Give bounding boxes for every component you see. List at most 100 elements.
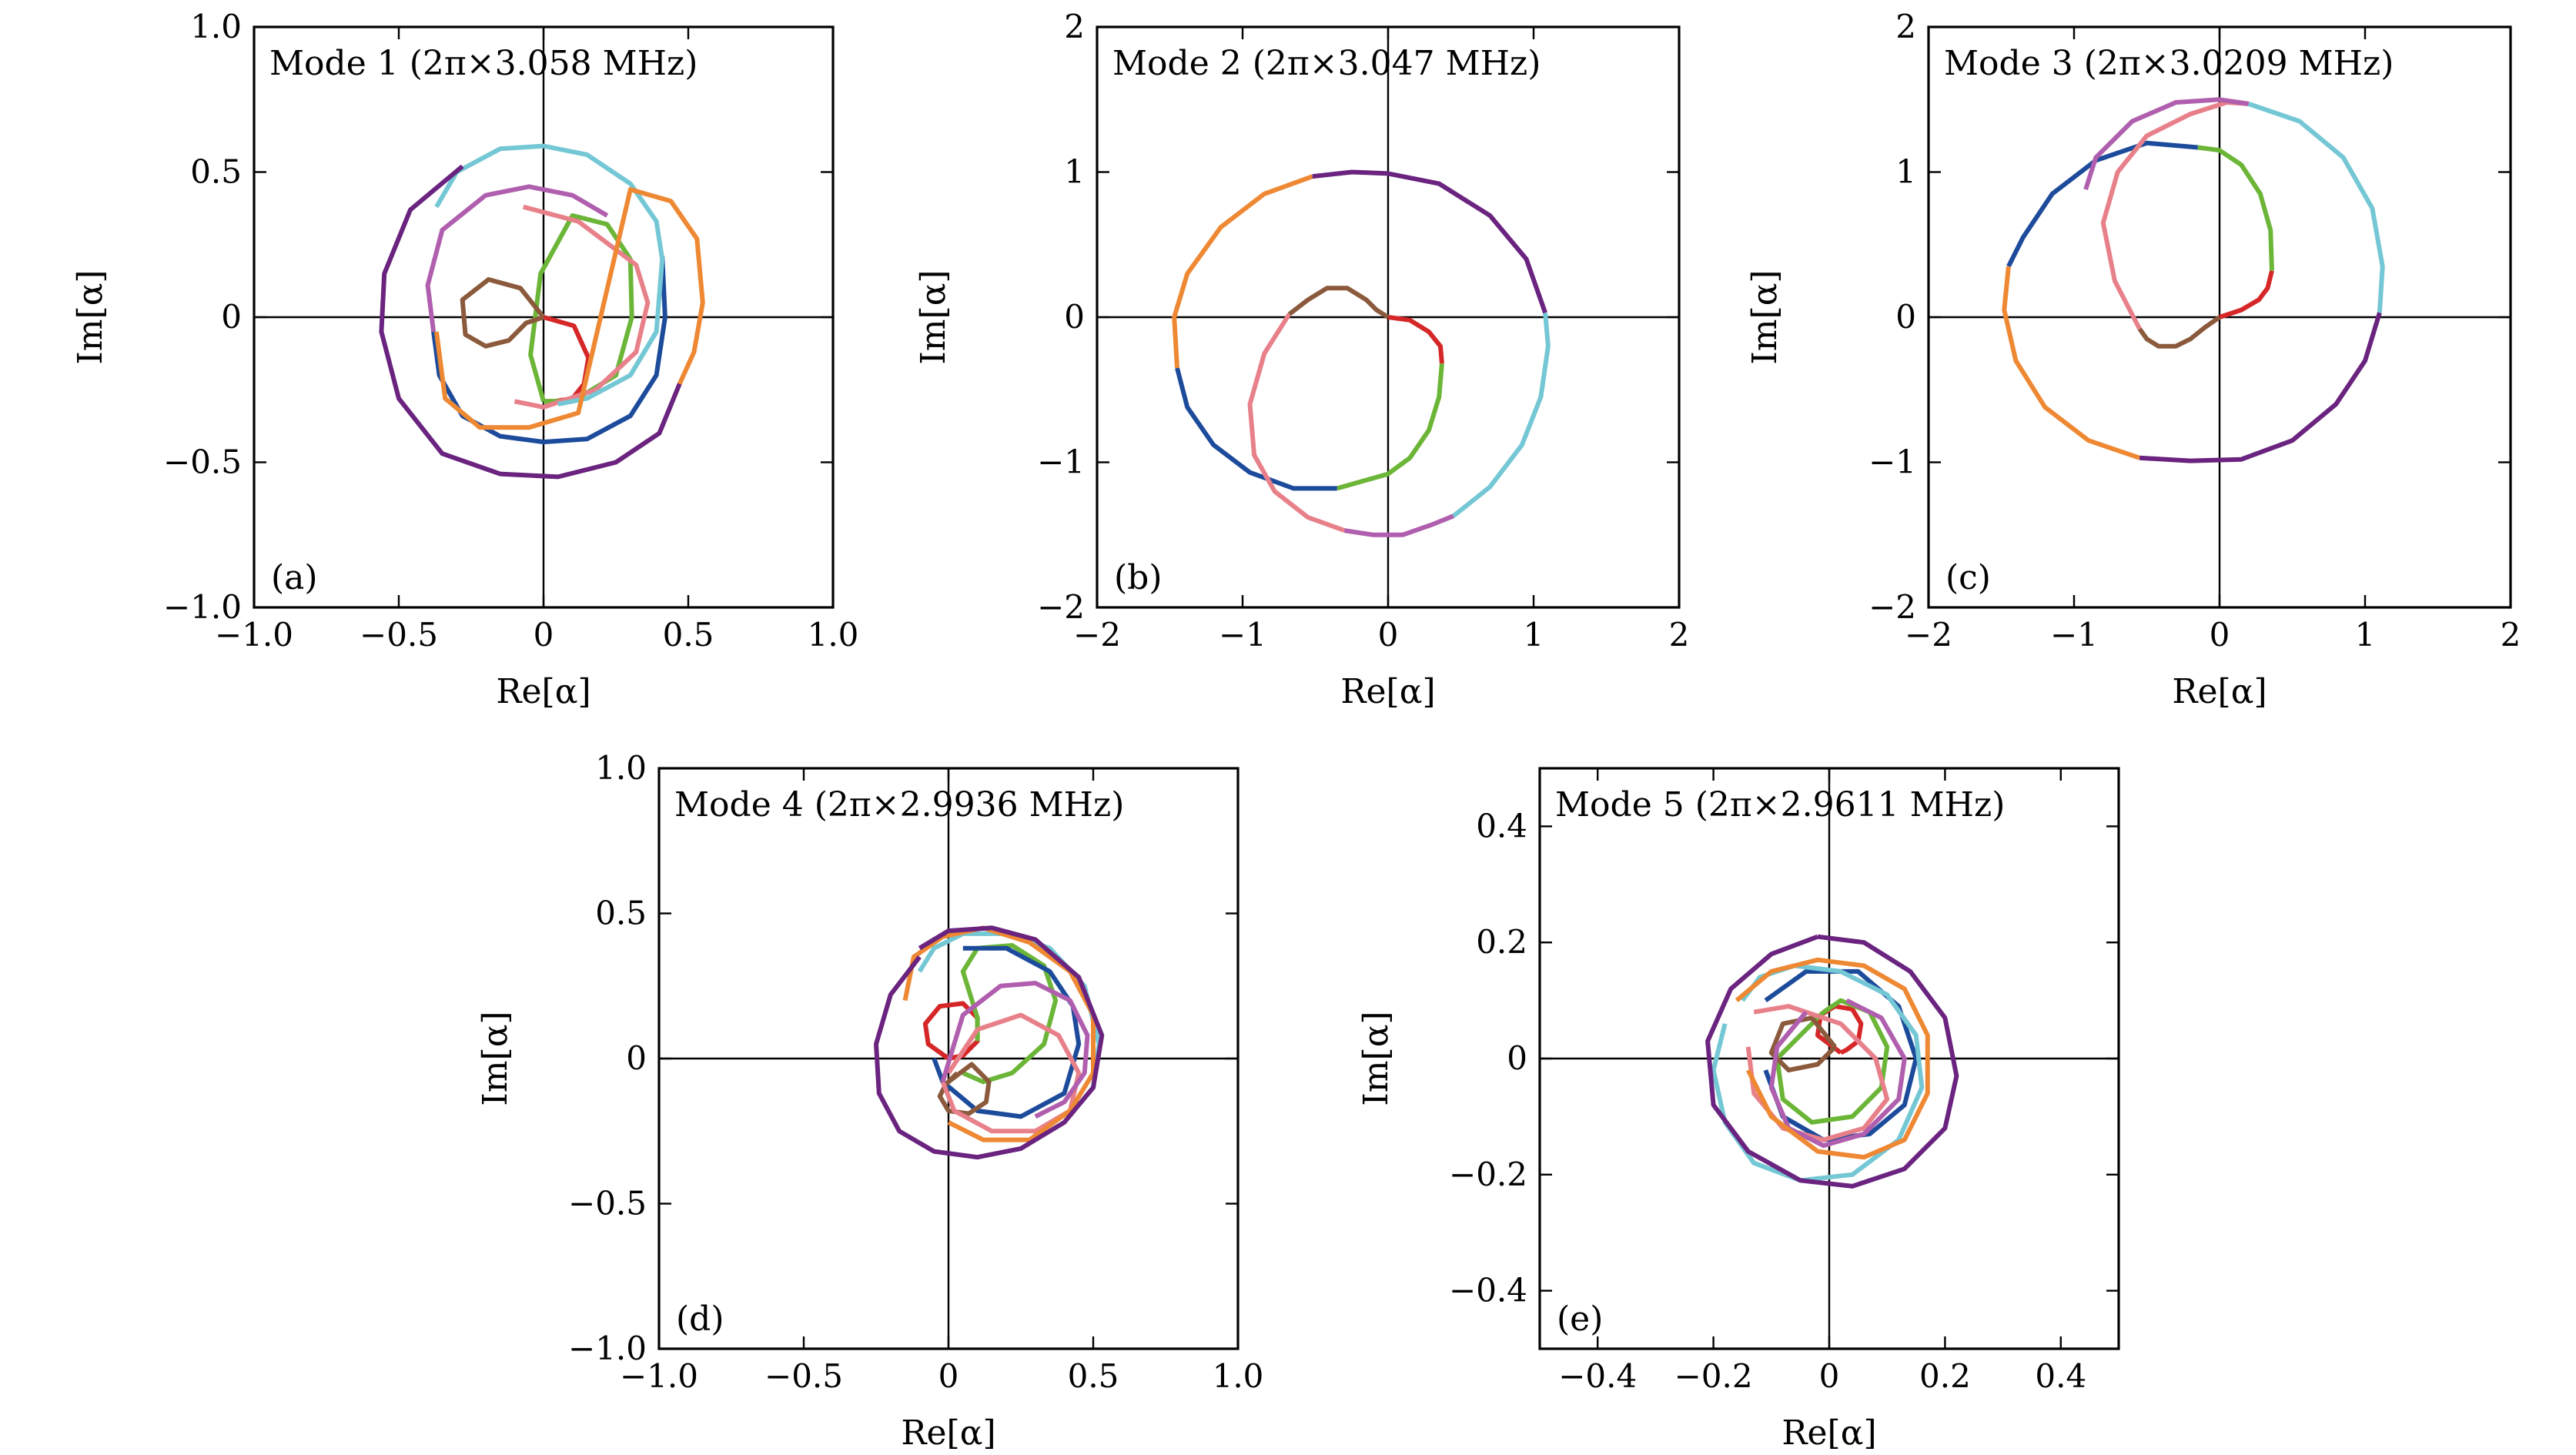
y-tick-label: 0	[1895, 298, 1916, 336]
x-tick-label: 1	[1524, 616, 1544, 654]
y-tick-label: 0.5	[595, 895, 647, 932]
x-tick-label: 1.0	[1213, 1357, 1264, 1395]
trajectory-segment-8	[902, 925, 1096, 1142]
y-tick-label: 0	[1064, 298, 1085, 336]
panel-title: Mode 5 (2π×2.9611 MHz)	[1555, 785, 2005, 824]
panel-title: Mode 2 (2π×3.047 MHz)	[1112, 44, 1541, 83]
trajectory-segment-3	[932, 945, 1082, 1119]
trajectory-segment-6	[940, 981, 1090, 1119]
panel-c: −2 −1 0 1 2 −2 −1 0 1 2 Re[α] Im[α] Mode 3 (2π×3.020…	[1745, 8, 2521, 711]
trajectory-segment-9	[1705, 934, 1959, 1189]
x-axis-label: Re[α]	[2172, 672, 2267, 711]
trajectory-segment-7	[1452, 313, 1551, 518]
trajectory-segment-1	[1387, 315, 1444, 364]
x-axis-label: Re[α]	[496, 672, 590, 711]
y-axis-label: Im[α]	[1745, 269, 1785, 364]
panel-title: Mode 1 (2π×3.058 MHz)	[269, 44, 698, 83]
x-axis-label: Re[α]	[1781, 1413, 1876, 1453]
trajectory-segment-7	[434, 143, 665, 407]
trajectory-segment-4	[2137, 315, 2221, 349]
x-tick-label: 0	[1378, 616, 1399, 654]
panel-e: −0.4 −0.2 0 0.2 0.4 −0.4 −0.2 0 0.2 0.4 Re[α] Im[α]…	[1357, 767, 2120, 1453]
panel-title: Mode 3 (2π×3.0209 MHz)	[1944, 44, 2394, 83]
x-axis-label: Re[α]	[1340, 672, 1435, 711]
y-tick-label: −1.0	[163, 588, 242, 626]
x-tick-label: −0.5	[360, 616, 438, 654]
x-axis-label: Re[α]	[901, 1413, 995, 1453]
trajectory	[874, 925, 1105, 1160]
panel-label: (c)	[1945, 558, 1991, 597]
trajectory	[1172, 169, 1551, 537]
trajectory-segment-2	[2197, 145, 2274, 271]
y-axis-label: Im[α]	[914, 269, 953, 364]
y-tick-label: 2	[1895, 8, 1916, 45]
y-tick-label: 0.5	[190, 153, 242, 191]
y-tick-label: 1	[1064, 153, 1085, 191]
x-tick-label: 0.4	[2035, 1357, 2086, 1395]
x-tick-label: −1	[1219, 616, 1266, 654]
x-tick-label: 2	[2501, 616, 2521, 654]
trajectory-segment-2	[1336, 363, 1444, 491]
x-tick-label: 0.5	[663, 616, 714, 654]
trajectory-segment-3	[431, 256, 667, 445]
trajectory-segment-3	[1763, 968, 1919, 1142]
y-axis-label: Im[α]	[476, 1011, 515, 1105]
x-tick-label: −1.0	[620, 1357, 698, 1395]
trajectory-segment-2	[960, 943, 1059, 1085]
x-tick-label: 0.5	[1068, 1357, 1119, 1395]
y-tick-label: 0	[626, 1039, 647, 1077]
trajectory-segment-6	[425, 184, 609, 333]
x-tick-label: −2	[1073, 616, 1121, 654]
x-tick-label: 0	[2210, 616, 2230, 654]
y-tick-label: 0.2	[1476, 923, 1527, 961]
trajectory-segment-8	[433, 187, 705, 430]
trajectory-segment-9	[2139, 312, 2382, 463]
trajectory-segment-1	[2219, 269, 2274, 319]
y-tick-label: 0	[221, 298, 242, 336]
x-tick-label: −0.5	[764, 1357, 843, 1395]
trajectory-segment-5	[514, 204, 651, 410]
y-tick-label: 0	[1507, 1039, 1527, 1077]
trajectory-segment-5	[2100, 100, 2250, 330]
y-tick-label: −2	[1868, 588, 1916, 626]
panel-d: −1.0 −0.5 0 0.5 1.0 −1.0 −0.5 0 0.5 1.0 Re[α] Im[α]…	[476, 749, 1263, 1453]
trajectory-segment-9	[1312, 169, 1547, 314]
trajectory-segment-3	[2006, 140, 2198, 268]
y-tick-label: −0.5	[568, 1185, 647, 1223]
x-tick-label: −0.2	[1674, 1357, 1753, 1395]
trajectory-segment-8	[1172, 174, 1313, 369]
y-tick-label: −0.4	[1449, 1272, 1527, 1310]
y-axis-label: Im[α]	[71, 269, 110, 364]
panel-label: (a)	[271, 558, 318, 597]
panel-label: (b)	[1114, 558, 1163, 597]
panel-a: −1.0 −0.5 0 0.5 1.0 −1.0 −0.5 0 0.5 1.0 Re[α] Im[α]…	[71, 8, 858, 711]
y-tick-label: −0.5	[163, 443, 242, 481]
trajectory-segment-9	[379, 164, 682, 480]
x-tick-label: 1	[2355, 616, 2376, 654]
y-tick-label: 0.4	[1476, 807, 1527, 845]
trajectory-segment-6	[1768, 998, 1907, 1149]
trajectory-segment-8	[2002, 266, 2141, 460]
y-tick-label: −1	[1037, 443, 1085, 481]
trajectory	[379, 143, 705, 480]
trajectory-segment-4	[1287, 286, 1390, 319]
panel-label: (e)	[1557, 1299, 1603, 1339]
x-tick-label: −0.4	[1558, 1357, 1637, 1395]
trajectory-segment-1	[922, 1001, 980, 1061]
y-axis-label: Im[α]	[1357, 1011, 1396, 1105]
x-tick-label: 2	[1669, 616, 1690, 654]
panel-label: (d)	[676, 1299, 724, 1339]
y-tick-label: −1	[1868, 443, 1916, 481]
x-tick-label: 0.2	[1919, 1357, 1971, 1395]
trajectory	[1705, 934, 1959, 1189]
y-tick-label: 1.0	[595, 749, 647, 787]
trajectory	[2002, 97, 2385, 463]
panel-b: −2 −1 0 1 2 −2 −1 0 1 2 Re[α] Im[α] Mode 2 (2π×3.047…	[914, 8, 1689, 711]
x-tick-label: −2	[1905, 616, 1952, 654]
trajectory-segment-9	[874, 925, 1105, 1160]
x-tick-label: 0	[534, 616, 554, 654]
trajectory-segment-6	[1343, 513, 1455, 537]
panel-title: Mode 4 (2π×2.9936 MHz)	[674, 785, 1124, 824]
x-tick-label: 0	[1819, 1357, 1840, 1395]
